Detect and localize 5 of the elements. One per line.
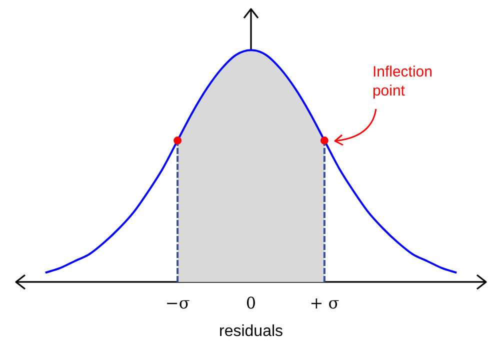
x-tick-label: −σ — [165, 293, 190, 312]
x-axis-title: residuals — [218, 322, 284, 340]
annotation: Inflection point — [372, 64, 432, 100]
x-tick-label: + σ — [310, 293, 340, 312]
x-tick-label: 0 — [246, 293, 256, 312]
